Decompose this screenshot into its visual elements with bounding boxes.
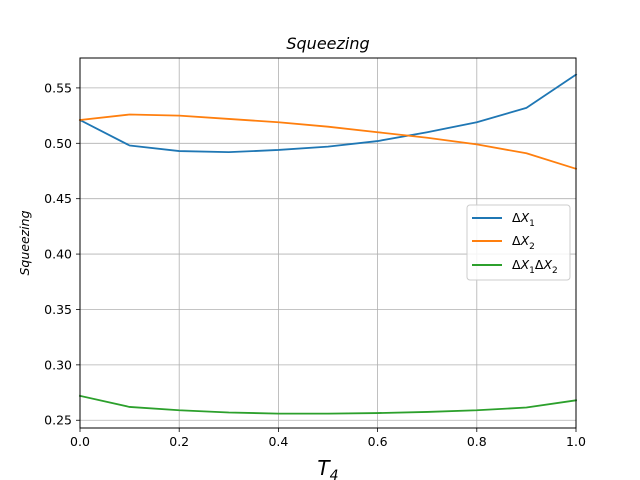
y-axis-label: Squeezing: [17, 210, 32, 275]
series-line-dx2: [79, 113, 578, 170]
x-axis-label-subscript: 4: [330, 468, 339, 480]
y-tick-label: 0.45: [44, 191, 72, 206]
chart-title: Squeezing: [286, 34, 369, 53]
legend: ΔX1 ΔX2 ΔX1ΔX2: [466, 204, 571, 281]
y-tick-label: 0.25: [44, 413, 72, 428]
series-line-dx1dx2: [78, 394, 578, 415]
x-tick-label: 0.4: [268, 434, 288, 449]
x-tick-label: 1.0: [566, 434, 586, 449]
plot-frame: [79, 57, 577, 429]
x-axis-label-main: T: [317, 456, 331, 480]
series-line-dx1: [78, 73, 578, 154]
x-tick-label: 0.0: [70, 434, 90, 449]
x-tick-label: 0.6: [368, 434, 388, 449]
x-tick-label: 0.8: [467, 434, 487, 449]
legend-label-dx1dx2: ΔX1ΔX2: [512, 257, 558, 276]
y-tick-label: 0.55: [44, 80, 72, 95]
x-tick-label: 0.2: [169, 434, 189, 449]
y-tick-label: 0.35: [44, 302, 72, 317]
y-tick-label: 0.40: [44, 247, 72, 262]
series-lines: [78, 73, 578, 415]
y-tick-label: 0.50: [44, 136, 72, 151]
y-tick-label: 0.30: [44, 357, 72, 372]
x-axis-label: T4: [317, 456, 338, 480]
axis-ticks: 0.0 0.2 0.4 0.6 0.8 1.0 0.25 0.30 0.35 0.40 0.45 0.…: [44, 80, 586, 449]
legend-frame: [466, 204, 571, 281]
